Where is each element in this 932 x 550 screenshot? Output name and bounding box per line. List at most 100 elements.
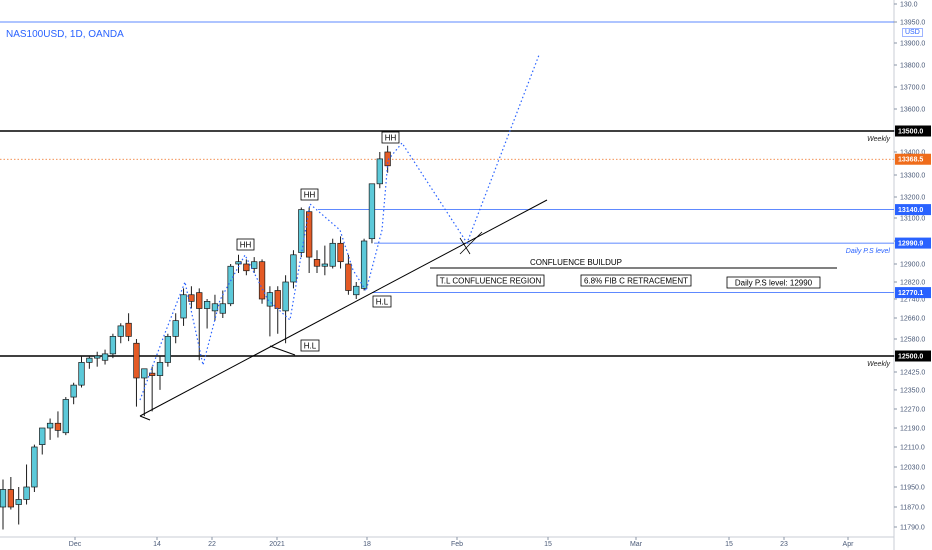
hh-label-box	[381, 131, 400, 144]
candle-body	[290, 254, 297, 283]
hl-label: H.L	[376, 298, 389, 307]
candle-body	[39, 427, 46, 445]
x-axis-tick-label: Apr	[843, 541, 855, 548]
price-label-box	[895, 237, 931, 249]
x-axis-tick-label: 15	[544, 541, 552, 548]
candle-body	[353, 285, 360, 296]
candle-body	[172, 320, 179, 337]
candle-body	[94, 355, 101, 359]
price-label-box	[895, 153, 931, 165]
x-axis-tick-label: 22	[208, 541, 216, 548]
price-label-box	[895, 125, 931, 137]
candle-body	[7, 489, 15, 508]
candle-body	[141, 368, 148, 379]
candle-body	[227, 265, 234, 305]
y-axis-tick-label: 130.0	[900, 2, 918, 9]
confluence-marker	[459, 231, 483, 255]
daily-ps-level-label-box	[726, 276, 821, 289]
y-axis-tick-label: 13200.0	[900, 195, 925, 202]
y-axis-tick-label: 12190.0	[900, 426, 925, 433]
y-axis-tick-label: 12030.0	[900, 465, 925, 472]
candle-body	[360, 240, 368, 289]
confluence-marker	[459, 237, 471, 255]
y-axis-tick-label: 12900.0	[900, 262, 925, 269]
candle-body	[117, 325, 124, 337]
price-label-text: 13500.0	[898, 129, 923, 136]
price-label-text: 13140.0	[898, 207, 923, 214]
candle-body	[298, 209, 305, 253]
candle-body	[62, 399, 69, 434]
hh-label: HH	[240, 241, 252, 250]
candle-body	[31, 446, 38, 488]
hl-label: H.L	[304, 342, 317, 351]
tl-confluence-label-box	[436, 274, 545, 287]
x-axis-tick-label: Mar	[630, 541, 643, 548]
fib-retracement-label: 6.8% FIB C RETRACEMENT	[584, 277, 688, 286]
level-line-label: Weekly	[867, 136, 890, 143]
hh-label-box	[236, 238, 255, 251]
candle-body	[46, 422, 54, 429]
price-label-text: 12770.1	[898, 290, 923, 297]
candle-body	[274, 290, 281, 309]
trendline-tail	[139, 415, 151, 421]
price-label-text: 13368.5	[898, 157, 923, 164]
candle-body	[156, 362, 164, 376]
candle-body	[109, 336, 117, 355]
candle-body	[258, 261, 266, 300]
hl-label-box	[300, 339, 320, 352]
y-axis-tick-label: 13100.0	[900, 216, 925, 223]
candle-body	[203, 301, 211, 309]
currency-tag: USD	[902, 28, 923, 37]
y-axis-tick-label: 11870.0	[900, 505, 925, 512]
candle-body	[219, 303, 226, 314]
y-axis-tick-label: 13600.0	[900, 107, 925, 114]
y-axis-tick-label: 12740.0	[900, 297, 925, 304]
y-axis-tick-label: 12580.0	[900, 337, 925, 344]
candle-body	[243, 263, 250, 272]
candle-body	[384, 151, 391, 167]
confluence-buildup-label: CONFLUENCE BUILDUP	[530, 258, 622, 267]
level-line-label: Daily P.S level	[846, 248, 891, 255]
price-label-box	[895, 350, 931, 362]
candle-body	[125, 322, 132, 337]
candle-body	[337, 242, 344, 263]
symbol-title: NAS100USD, 1D, OANDA	[6, 29, 124, 40]
x-axis-tick-label: Dec	[69, 541, 82, 548]
daily-ps-level-label: Daily P.S level: 12990	[735, 279, 813, 288]
fib-retracement-label-box	[580, 274, 692, 287]
level-line-label: Weekly	[867, 361, 890, 368]
y-axis-tick-label: 12350.0	[900, 387, 925, 394]
candle-body	[0, 489, 7, 508]
candle-body	[23, 486, 30, 500]
y-axis-tick-label: 12820.0	[900, 280, 925, 287]
candle-body	[251, 261, 258, 269]
candle-body	[211, 303, 219, 312]
y-axis-tick-label: 12270.0	[900, 407, 925, 414]
y-axis-tick-label: 13400.0	[900, 150, 925, 157]
hh-label-box	[300, 188, 319, 201]
y-axis-tick-label: 12110.0	[900, 445, 925, 452]
candle-body	[282, 281, 289, 312]
hh-label: HH	[385, 134, 397, 143]
candle-body	[15, 499, 22, 505]
candle-body	[54, 422, 62, 431]
y-axis-tick-label: 12660.0	[900, 316, 925, 323]
trendline	[139, 199, 548, 417]
candle-body	[133, 342, 140, 379]
y-axis-tick-label: 13800.0	[900, 63, 925, 70]
candle-body	[149, 372, 156, 376]
candle-body	[329, 242, 336, 267]
x-axis-tick-label: 18	[363, 541, 371, 548]
hl-label-box	[372, 295, 392, 308]
candle-body	[86, 357, 93, 363]
candle-body	[180, 294, 187, 319]
x-axis-tick-label: 14	[153, 541, 161, 548]
y-axis-tick-label: 11790.0	[900, 525, 925, 532]
y-axis-tick-label: 12425.0	[900, 370, 925, 377]
candle-body	[164, 336, 172, 363]
x-axis-tick-label: 23	[780, 541, 788, 548]
x-axis-tick-label: Feb	[451, 541, 463, 548]
candle-body	[196, 292, 203, 309]
